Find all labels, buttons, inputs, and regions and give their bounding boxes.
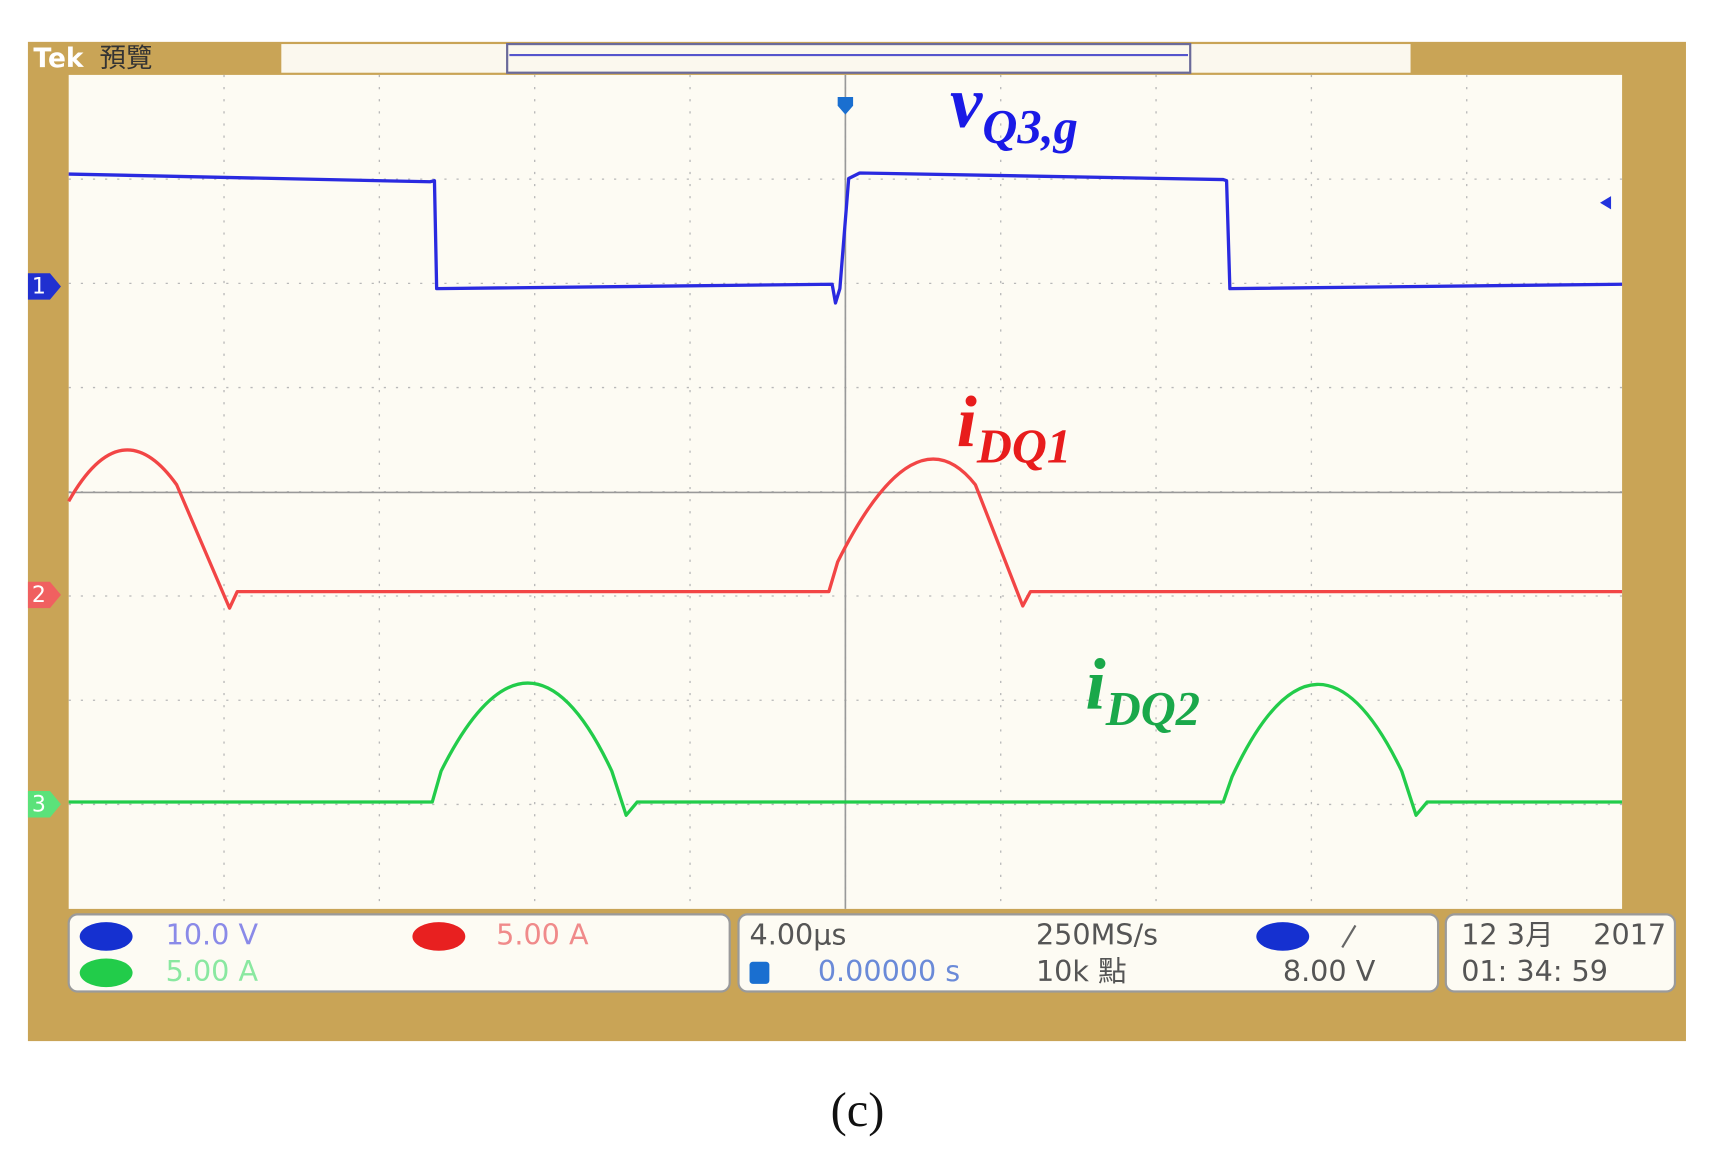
label-sub: DQ2 [1105,683,1200,736]
delay-icon [749,961,770,984]
sample-rate: 250MS/s [1036,917,1158,951]
channel-box [67,913,731,993]
ch1-scale: 10.0 V [166,917,259,951]
time: 01: 34: 59 [1461,954,1608,988]
ch1-badge [79,922,133,951]
ch3-trace [68,681,1623,817]
ch2-trace [67,448,1623,610]
ch3-badge [79,958,133,988]
ch3-scale: 5.00 A [166,954,259,988]
ch1-marker [27,273,61,300]
record-view [506,42,1192,74]
label-idq2: iDQ2 [1086,644,1200,736]
trigger-level-text: 8.00 V [1283,954,1376,988]
brand: Tek [33,43,84,74]
caption: (c) [831,1084,885,1137]
ch2-badge [412,922,466,951]
trig-slope [1341,924,1357,949]
ch2-marker-label: 2 [32,583,46,608]
trigger-pos [837,96,854,115]
ch2-marker [27,581,61,609]
ch1-marker-label: 1 [32,275,46,300]
record-length: 10k 點 [1036,954,1127,988]
label-sub: DQ1 [976,421,1071,474]
channel-markers: 1 2 3 [27,273,61,818]
top-bar [281,44,1411,73]
trig-badge [1256,922,1310,951]
label-main: i [957,381,977,462]
label-main: v [950,62,983,143]
time-scale: 4.00µs [750,917,847,951]
ch3-marker [27,791,61,818]
mode: 預覽 [100,43,153,74]
status-bar: 10.0 V 5.00 A 5.00 A 4.00µs 250MS/s 0.00… [67,913,1677,993]
ch3-marker-label: 3 [32,792,46,817]
date: 12 3月 [1461,917,1553,951]
trigger-level [1600,196,1612,210]
label-sub: Q3,g [982,101,1078,154]
year: 2017 [1593,917,1666,951]
ch2-scale: 5.00 A [496,917,589,951]
clock-box [1444,913,1677,993]
delay: 0.00000 s [818,954,960,988]
label-main: i [1086,644,1106,725]
label-vq3g: vQ3,g [950,62,1078,154]
ch1-trace [68,171,1623,305]
label-idq1: iDQ1 [957,381,1071,473]
